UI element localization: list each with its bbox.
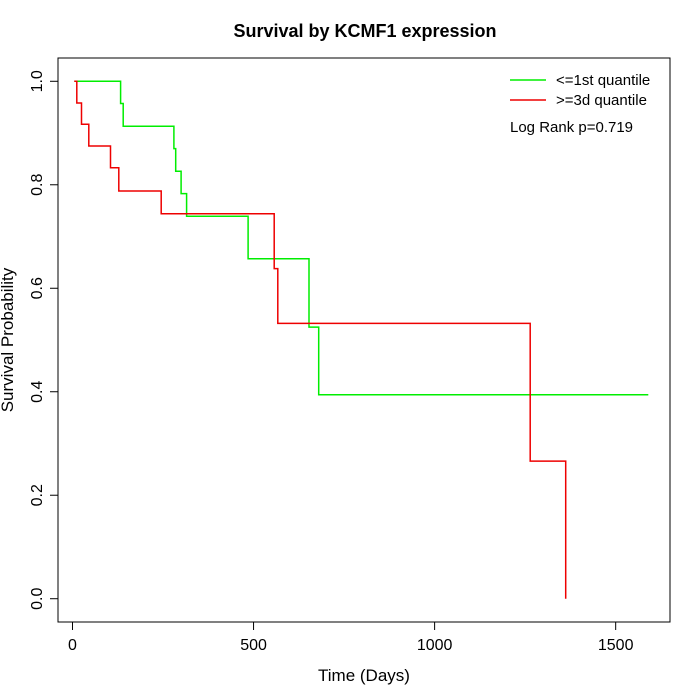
y-tick-label: 0.6	[29, 277, 46, 299]
legend-label-series-1: >=3d quantile	[556, 92, 647, 109]
x-tick-label: 500	[240, 637, 267, 654]
y-axis-label: Survival Probability	[0, 267, 17, 412]
survival-curve-series-1	[74, 80, 567, 599]
log-rank-annotation: Log Rank p=0.719	[510, 119, 633, 136]
y-tick-label: 0.8	[29, 174, 46, 196]
x-axis: 0 500 1000 1500	[68, 621, 634, 654]
x-tick-label: 1500	[598, 637, 634, 654]
survival-curve-series-0	[74, 80, 649, 396]
x-axis-label: Time (Days)	[318, 666, 410, 685]
x-tick-label: 0	[68, 637, 77, 654]
y-tick-label: 0.0	[29, 587, 46, 609]
y-tick-label: 0.4	[29, 381, 46, 403]
x-tick-label: 1000	[417, 637, 453, 654]
y-tick-label: 0.2	[29, 484, 46, 506]
y-tick-label: 1.0	[29, 70, 46, 92]
chart-title: Survival by KCMF1 expression	[233, 21, 496, 41]
legend: <=1st quantile >=3d quantile Log Rank p=…	[510, 72, 650, 136]
series-lines	[74, 80, 649, 599]
legend-label-series-0: <=1st quantile	[556, 72, 650, 89]
y-axis: 0.0 0.2 0.4 0.6 0.8 1.0	[29, 70, 59, 610]
